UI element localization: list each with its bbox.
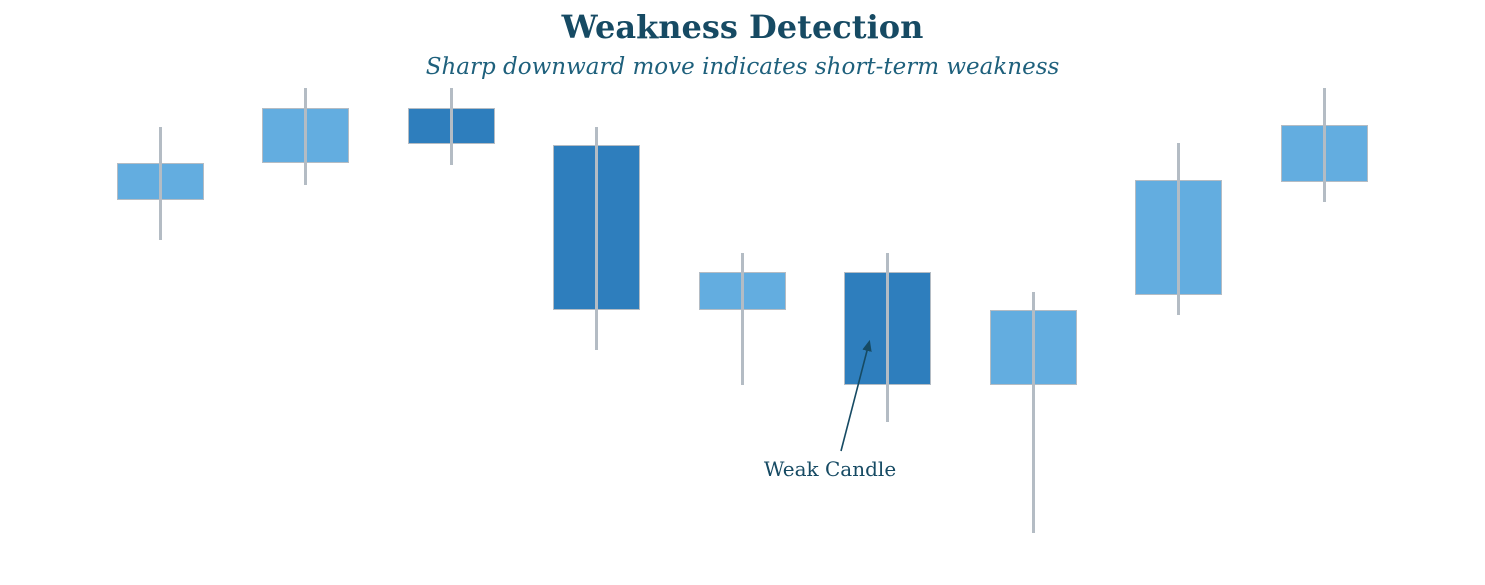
- candle-wick: [449, 88, 453, 165]
- chart-title: Weakness Detection: [561, 8, 924, 46]
- candle-wick: [1322, 88, 1326, 202]
- candle-wick: [1031, 292, 1035, 533]
- candle-wick: [886, 253, 889, 422]
- candle-wick: [304, 88, 307, 185]
- candle-wick: [740, 253, 744, 385]
- chart-subtitle: Sharp downward move indicates short-term…: [425, 54, 1060, 80]
- candle-wick: [158, 127, 162, 240]
- candle-wick: [1177, 143, 1180, 315]
- annotation-label: Weak Candle: [763, 457, 897, 481]
- candle-wick: [595, 127, 598, 350]
